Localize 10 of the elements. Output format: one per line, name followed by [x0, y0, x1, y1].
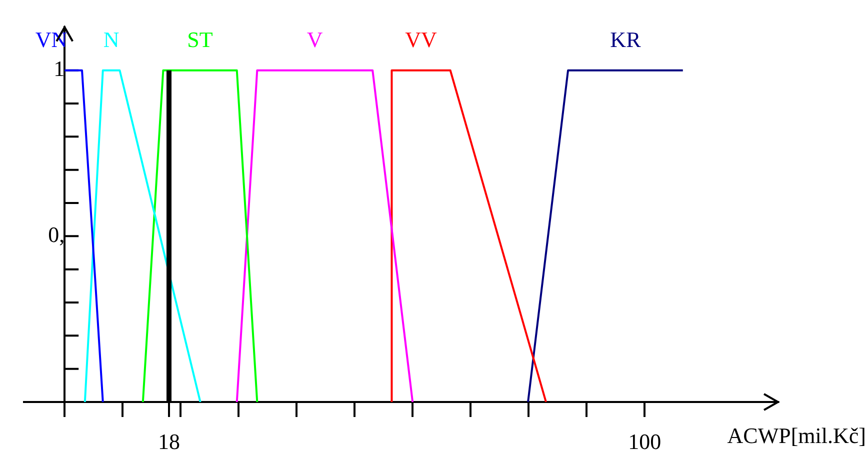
series-label: ST: [187, 27, 214, 52]
y-tick-label: 1: [54, 56, 65, 82]
series-label: KR: [610, 27, 642, 52]
y-tick-label: 0,: [48, 222, 65, 247]
series-label: VV: [405, 27, 438, 52]
series-label: N: [103, 27, 120, 52]
x-tick-label: 18: [158, 428, 180, 452]
x-axis-title: ACWP[mil.Kč]: [727, 422, 866, 448]
x-tick-label: 100: [628, 428, 662, 452]
series-label: V: [306, 27, 323, 52]
